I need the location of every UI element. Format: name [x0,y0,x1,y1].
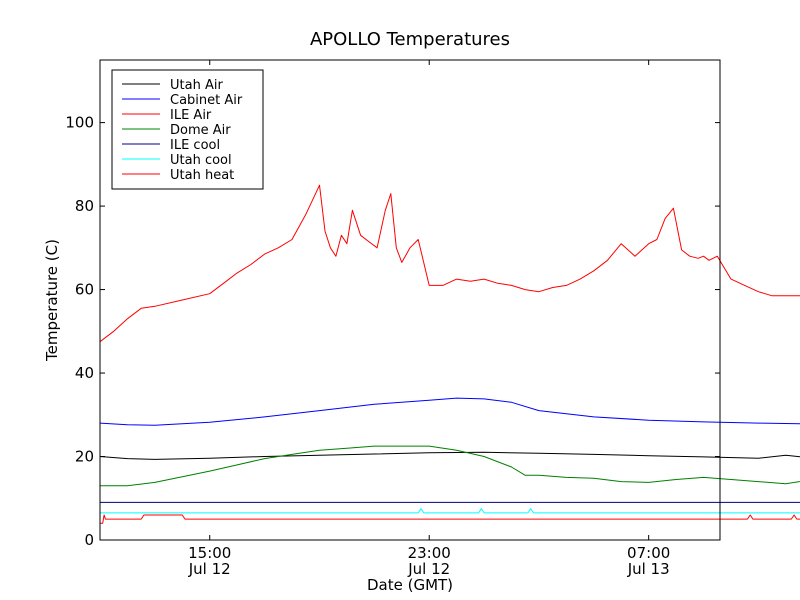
x-tick-label-time: 07:00 [627,544,670,562]
series-line-utah-cool [100,508,800,514]
x-axis-label: Date (GMT) [367,576,453,594]
series-layer [99,184,800,524]
y-tick-label: 100 [65,114,94,132]
plot-area-frame [99,59,721,541]
legend-label-cabinet-air: Cabinet Air [170,93,243,108]
x-tick-label-date: Jul 13 [627,560,670,578]
series-line-dome-air [100,445,800,487]
y-tick-label: 0 [84,531,94,549]
series-line-cabinet-air [99,397,800,426]
x-tick-label-date: Jul 12 [188,560,231,578]
legend-label-ile-air: ILE Air [170,108,212,123]
legend-label-ile-cool: ILE cool [170,138,220,153]
legend-label-utah-air: Utah Air [170,78,223,93]
series-line-ile-air [99,184,800,343]
legend-label-utah-cool: Utah cool [170,153,232,168]
chart-title: APOLLO Temperatures [310,29,510,50]
y-tick-label: 80 [75,197,94,215]
y-axis-label: Temperature (C) [43,239,61,362]
x-tick-label-time: 15:00 [188,544,231,562]
series-line-utah-air [99,451,800,460]
legend-label-dome-air: Dome Air [170,123,231,138]
y-tick-label: 20 [75,448,94,466]
y-tick-label: 40 [75,364,94,382]
x-tick-label-date: Jul 12 [407,560,450,578]
legend-label-utah-heat: Utah heat [170,168,234,183]
series-line-utah-heat [100,514,800,524]
y-tick-label: 60 [75,281,94,299]
x-tick-label-time: 23:00 [408,544,451,562]
